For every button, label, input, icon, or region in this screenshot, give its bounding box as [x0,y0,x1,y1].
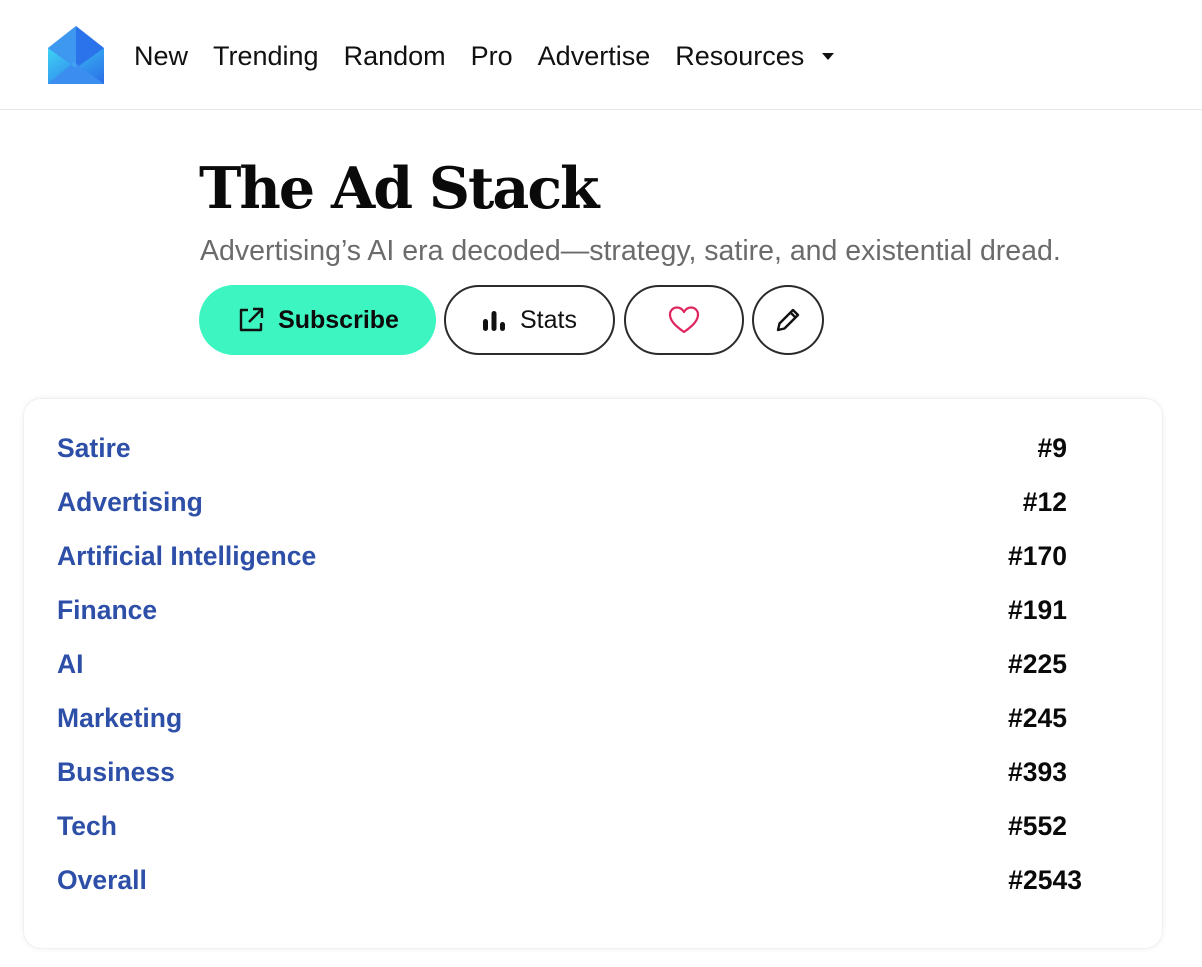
subscribe-label: Subscribe [278,305,399,334]
ranking-value: #9 [1037,433,1067,463]
ranking-row: Marketing #245 [57,699,1067,753]
ranking-category-link[interactable]: Business [57,757,175,787]
ranking-category-link[interactable]: Finance [57,595,158,625]
bar-chart-icon [483,311,505,331]
ranking-value: #552 [1008,811,1067,841]
ranking-category-link[interactable]: AI [57,649,84,679]
subscribe-button[interactable]: Subscribe [199,285,436,355]
stats-label: Stats [520,305,577,334]
nav-link-trending[interactable]: Trending [213,41,319,71]
ranking-row: Artificial Intelligence #170 [57,537,1067,591]
caret-down-icon [822,52,835,60]
ranking-value: #191 [1008,595,1067,625]
top-navigation: New Trending Random Pro Advertise Resour… [0,0,1202,110]
rankings-list: Satire #9 Advertising #12 Artificial Int… [57,429,1082,915]
ranking-row: AI #225 [57,645,1067,699]
ranking-category-link[interactable]: Marketing [57,703,183,733]
external-link-icon [239,307,264,332]
publication-title: The Ad Stack [199,155,600,222]
ranking-value: #393 [1008,757,1067,787]
nav-link-new[interactable]: New [134,41,189,71]
nav-resources-label: Resources [675,41,805,71]
publication-tagline: Advertising’s AI era decoded—strategy, s… [200,235,1061,267]
nav-links: New Trending Random Pro Advertise Resour… [134,38,859,74]
like-button[interactable] [624,285,744,355]
stats-button[interactable]: Stats [444,285,615,355]
ranking-category-link[interactable]: Advertising [57,487,203,517]
ranking-category-link[interactable]: Artificial Intelligence [57,541,317,571]
ranking-row: Satire #9 [57,429,1067,483]
pencil-icon [776,308,800,332]
ranking-value: #245 [1008,703,1067,733]
ranking-row: Overall #2543 [57,861,1082,915]
nav-link-advertise[interactable]: Advertise [537,41,651,71]
nav-link-random[interactable]: Random [343,41,446,71]
ranking-value: #170 [1008,541,1067,571]
ranking-row: Business #393 [57,753,1067,807]
nav-link-pro[interactable]: Pro [470,41,513,71]
heart-icon [668,306,700,334]
ranking-category-link[interactable]: Satire [57,433,131,463]
edit-button[interactable] [752,285,824,355]
ranking-category-link[interactable]: Tech [57,811,117,841]
ranking-value: #2543 [1008,865,1082,895]
ranking-value: #12 [1022,487,1067,517]
envelope-logo-icon[interactable] [46,24,106,86]
ranking-row: Tech #552 [57,807,1067,861]
ranking-row: Finance #191 [57,591,1067,645]
ranking-value: #225 [1008,649,1067,679]
rankings-card: Satire #9 Advertising #12 Artificial Int… [23,398,1163,949]
ranking-row: Advertising #12 [57,483,1067,537]
ranking-category-link[interactable]: Overall [57,865,147,895]
nav-resources-dropdown[interactable]: Resources [675,38,835,74]
